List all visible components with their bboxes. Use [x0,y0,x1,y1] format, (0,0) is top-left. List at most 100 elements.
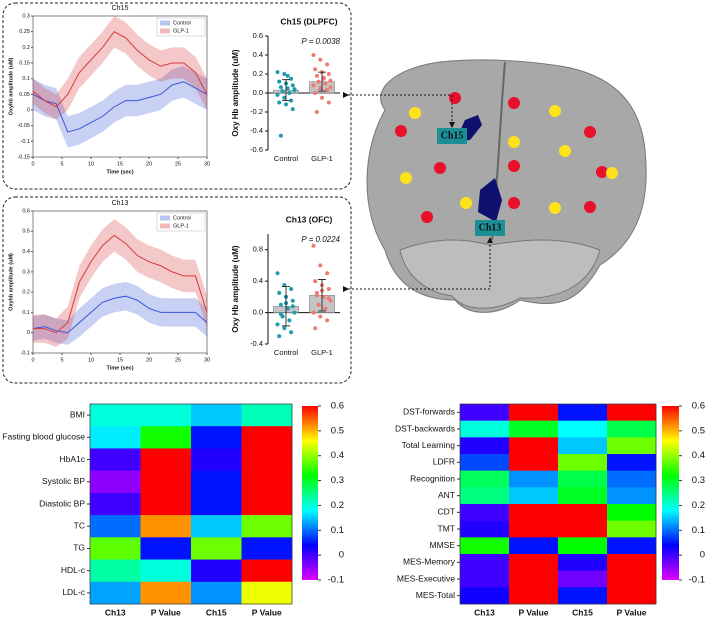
data-point [278,133,283,138]
error-band [33,16,207,120]
heatmap-cell [191,492,242,516]
data-point [277,79,282,84]
legend-swatch [160,28,170,34]
x-tick-label: 10 [88,357,94,363]
x-tick-label: 20 [146,161,152,167]
row-label: Total Learning [402,440,456,450]
heatmap-cell [460,470,510,488]
colorbar-tick-label: 0.6 [331,401,344,412]
heatmap-cell [140,537,192,560]
legend-swatch [160,20,170,26]
colorbar-tick-label: -0.1 [328,575,344,586]
heatmap-cell [241,426,293,449]
y-tick-label: 0.1 [22,310,30,316]
heatmap: DST-forwards DST-backwards Total Learning L… [395,401,705,618]
data-point [314,293,319,298]
row-label: Recognition [410,473,455,483]
heatmap-cell [90,448,141,471]
data-point [316,79,321,84]
data-point [313,91,318,95]
colorbar-tick-label: 0.5 [331,425,344,436]
panel-frame [2,2,352,190]
row-label: LDL-c [62,587,85,597]
data-point [289,76,294,81]
error-bar [282,79,290,101]
link-arrow [343,92,455,128]
colorbar-tick-label: 0.1 [692,525,705,536]
data-point [278,302,283,307]
data-point [313,67,318,72]
data-point [313,326,318,331]
heatmap-cell [191,470,242,494]
data-point [311,83,316,88]
data-point [290,304,295,309]
y-tick-label: -0.2 [250,107,263,116]
data-point [318,314,323,319]
heatmap-cell [90,426,141,449]
data-point [292,87,297,92]
channel-label: Ch13 [479,222,502,233]
colorbar-tick-label: 0.4 [692,450,705,461]
column-label: Ch13 [474,607,495,617]
data-point [277,334,282,339]
row-label: LDFR [433,457,455,467]
x-tick-label: 15 [117,161,123,167]
row-label: TC [74,520,85,530]
heatmap-cell [509,554,559,571]
data-point [292,310,297,315]
heatmap-cell [241,515,293,538]
bar-chart: Ch13 (OFC) P = 0.0224 -0.4 0.0 0.4 0.8 Oxy Hb … [231,214,340,357]
heatmap-cell [241,404,293,427]
y-tick-label: 0.5 [22,229,30,235]
data-point [282,283,287,288]
column-label: Ch15 [206,607,227,617]
data-point [316,302,321,307]
legend-label: Control [173,215,191,221]
chart-title: Ch15 [112,5,129,12]
legend-swatch [160,215,170,221]
data-point [326,287,331,291]
heatmap-cell [460,537,510,555]
colorbar-tick-label: 0.2 [331,500,344,511]
data-point [278,85,283,90]
row-label: HbA1c [59,454,85,464]
error-band [33,66,207,148]
legend-label: GLP-1 [173,28,189,34]
data-point [285,86,290,91]
heatmap-cell [607,520,657,538]
heatmap-cell [140,515,192,538]
data-point [284,102,288,107]
x-tick-label: 10 [88,161,94,167]
data-point [318,57,323,62]
heatmap-cell [558,520,608,538]
x-axis-label: Time (sec) [106,169,133,175]
heatmap-cell [191,448,242,471]
data-point [280,89,285,94]
row-label: DST-forwards [403,407,455,417]
colorbar-tick-label: 0.4 [331,450,344,461]
data-point [289,330,294,335]
heatmap-cell [460,504,510,521]
row-label: Diastolic BP [39,498,85,508]
y-tick-label: 0.4 [253,50,263,59]
data-point [313,279,318,284]
data-point [290,107,295,112]
row-label: MES-Total [416,590,455,600]
y-tick-label: 0.2 [22,45,30,51]
data-point [311,310,316,315]
data-point [321,294,326,299]
heatmap-cell [558,437,608,455]
p-value: P = 0.0224 [301,235,340,244]
data-point [275,92,280,97]
row-label: MES-Memory [403,557,456,567]
chart-title: Ch13 (OFC) [286,214,333,224]
y-tick-label: 0.25 [19,29,30,35]
heatmap-cell [509,470,559,488]
colorbar-tick-label: 0.2 [692,500,705,511]
x-tick-label: Control [274,348,299,357]
data-point [318,263,323,268]
legend-label: Control [173,20,191,26]
heatmap-cell [558,570,608,588]
x-tick-label: 5 [60,161,63,167]
data-point [311,243,316,248]
